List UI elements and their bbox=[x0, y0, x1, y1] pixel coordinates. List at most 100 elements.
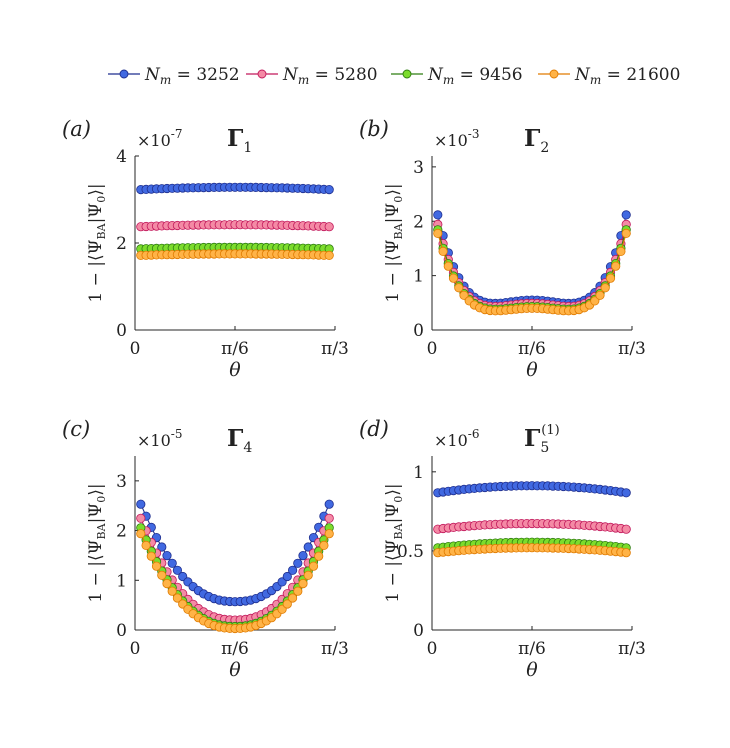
x-tick-label: π/6 bbox=[518, 339, 546, 359]
data-point bbox=[172, 593, 182, 603]
legend-entry-1: Nm = 3252 bbox=[108, 65, 240, 87]
data-point bbox=[319, 540, 329, 551]
x-tick-label: π/3 bbox=[618, 639, 646, 659]
data-point bbox=[141, 540, 151, 551]
data-point bbox=[282, 599, 292, 609]
y-tick-label: 2 bbox=[116, 522, 127, 542]
panel-title: Γ5(1) bbox=[524, 423, 560, 456]
y-axis-label: 1 − |⟨ΨBA|Ψ0⟩| bbox=[383, 183, 405, 302]
y-tick-label: 1 bbox=[116, 571, 127, 591]
data-point bbox=[616, 246, 626, 256]
panel-b: 0 1 2 3 0 π/6 π/3 θ 1 − |⟨ΨBA|Ψ0⟩| (b) ×10-3 Γ2 bbox=[359, 117, 646, 381]
data-point bbox=[167, 586, 177, 596]
x-axis-label: θ bbox=[526, 659, 538, 681]
data-point bbox=[443, 261, 453, 271]
series-4 bbox=[433, 228, 631, 316]
data-point bbox=[448, 273, 459, 283]
y-tick-label: 0 bbox=[413, 621, 424, 641]
exponent-label: ×10-7 bbox=[137, 127, 182, 150]
data-point bbox=[324, 185, 334, 195]
legend-entry-3: Nm = 9456 bbox=[391, 65, 523, 87]
x-tick-label: π/3 bbox=[321, 639, 349, 659]
series-4 bbox=[433, 543, 631, 558]
data-point bbox=[621, 548, 631, 558]
legend-label: Nm = 21600 bbox=[574, 65, 680, 87]
series-1 bbox=[136, 499, 334, 607]
data-point bbox=[605, 273, 616, 283]
series-2 bbox=[136, 220, 334, 232]
legend-entry-4: Nm = 21600 bbox=[538, 65, 680, 87]
data-point bbox=[167, 558, 177, 568]
x-tick-label: 0 bbox=[130, 339, 141, 359]
y-tick-label: 0 bbox=[116, 321, 127, 341]
data-point bbox=[136, 529, 146, 539]
data-point bbox=[287, 593, 298, 603]
series-2 bbox=[433, 518, 631, 534]
data-point bbox=[172, 565, 182, 575]
panel-label: (a) bbox=[62, 117, 91, 141]
series-1 bbox=[136, 182, 334, 195]
legend: Nm = 3252 Nm = 5280 Nm = 9456 Nm = 21600 bbox=[108, 65, 680, 87]
panel-label: (d) bbox=[359, 417, 389, 441]
data-point bbox=[293, 586, 303, 596]
panel-title: Γ4 bbox=[227, 425, 252, 456]
data-point bbox=[595, 290, 605, 300]
data-point bbox=[293, 558, 303, 568]
legend-label: Nm = 3252 bbox=[144, 65, 240, 87]
legend-marker bbox=[402, 69, 412, 79]
data-point bbox=[146, 551, 156, 561]
data-point bbox=[590, 296, 600, 306]
legend-marker bbox=[257, 69, 267, 79]
data-point bbox=[438, 246, 448, 256]
x-tick-label: π/3 bbox=[321, 339, 349, 359]
data-point bbox=[298, 550, 308, 561]
x-axis-label: θ bbox=[229, 659, 241, 681]
exponent-label: ×10-5 bbox=[137, 427, 182, 450]
series-4 bbox=[136, 529, 334, 634]
legend-label: Nm = 5280 bbox=[282, 65, 378, 87]
series-3 bbox=[136, 523, 334, 632]
y-tick-label: 3 bbox=[413, 158, 424, 178]
data-point bbox=[324, 250, 334, 260]
data-point bbox=[621, 524, 631, 534]
panel-a: 0 2 4 0 π/6 π/3 θ 1 − |⟨ΨBA|Ψ0⟩| (a) ×10-7 Γ1 bbox=[62, 117, 349, 381]
x-tick-label: 0 bbox=[427, 639, 438, 659]
data-point bbox=[324, 499, 334, 509]
y-tick-label: 1 bbox=[413, 267, 424, 287]
data-point bbox=[314, 551, 324, 561]
y-axis-label: 1 − |⟨ΨBA|Ψ0⟩| bbox=[383, 483, 405, 602]
x-tick-label: π/6 bbox=[518, 639, 546, 659]
y-tick-label: 0 bbox=[413, 321, 424, 341]
data-point bbox=[303, 542, 313, 552]
data-point bbox=[600, 283, 610, 293]
series-1 bbox=[433, 481, 631, 498]
x-tick-label: π/6 bbox=[221, 639, 249, 659]
data-point bbox=[454, 283, 464, 293]
data-point bbox=[308, 561, 319, 571]
exponent-label: ×10-3 bbox=[434, 127, 479, 150]
data-point bbox=[157, 542, 167, 552]
y-tick-label: 0 bbox=[116, 621, 127, 641]
series-2 bbox=[136, 513, 334, 625]
data-point bbox=[621, 210, 631, 220]
series-4 bbox=[136, 249, 334, 260]
data-point bbox=[621, 488, 631, 498]
legend-marker bbox=[549, 69, 559, 79]
y-tick-label: 2 bbox=[413, 212, 424, 232]
y-axis-label: 1 − |⟨ΨBA|Ψ0⟩| bbox=[86, 183, 108, 302]
y-tick-label: 3 bbox=[116, 472, 127, 492]
data-point bbox=[324, 513, 334, 523]
data-point bbox=[136, 499, 146, 509]
y-tick-label: 2 bbox=[116, 234, 127, 254]
panel-label: (b) bbox=[359, 117, 389, 141]
series-3 bbox=[136, 242, 334, 254]
x-tick-label: π/3 bbox=[618, 339, 646, 359]
data-point bbox=[162, 578, 172, 589]
data-point bbox=[303, 570, 313, 580]
data-point bbox=[324, 529, 334, 539]
x-tick-label: 0 bbox=[427, 339, 438, 359]
x-axis-label: θ bbox=[526, 359, 538, 381]
data-point bbox=[287, 565, 298, 575]
data-point bbox=[151, 561, 162, 571]
